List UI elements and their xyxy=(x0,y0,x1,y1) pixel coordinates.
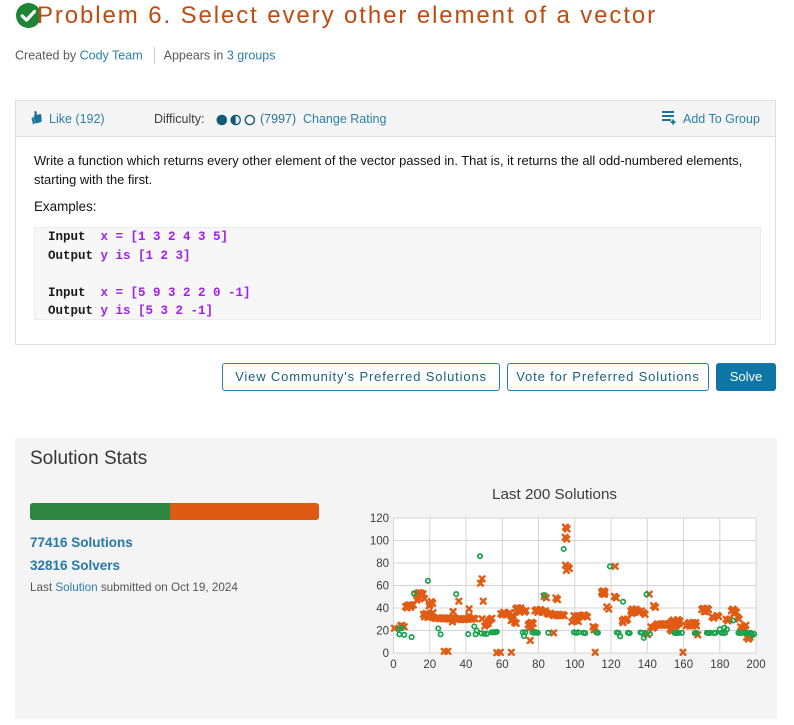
svg-text:180: 180 xyxy=(710,659,729,671)
svg-text:20: 20 xyxy=(376,626,389,638)
svg-text:0: 0 xyxy=(383,648,389,660)
svg-text:Last 200 Solutions: Last 200 Solutions xyxy=(492,486,617,503)
svg-text:120: 120 xyxy=(601,659,620,671)
svg-text:140: 140 xyxy=(638,659,657,671)
svg-text:20: 20 xyxy=(423,659,436,671)
svg-text:80: 80 xyxy=(376,558,389,570)
svg-text:100: 100 xyxy=(370,536,389,548)
svg-text:40: 40 xyxy=(376,603,389,615)
svg-text:100: 100 xyxy=(565,659,584,671)
svg-text:60: 60 xyxy=(496,659,509,671)
svg-text:0: 0 xyxy=(390,659,396,671)
svg-text:200: 200 xyxy=(746,659,765,671)
svg-text:60: 60 xyxy=(376,581,389,593)
svg-text:40: 40 xyxy=(460,659,473,671)
svg-text:80: 80 xyxy=(532,659,545,671)
svg-text:160: 160 xyxy=(674,659,693,671)
svg-text:120: 120 xyxy=(370,513,389,525)
